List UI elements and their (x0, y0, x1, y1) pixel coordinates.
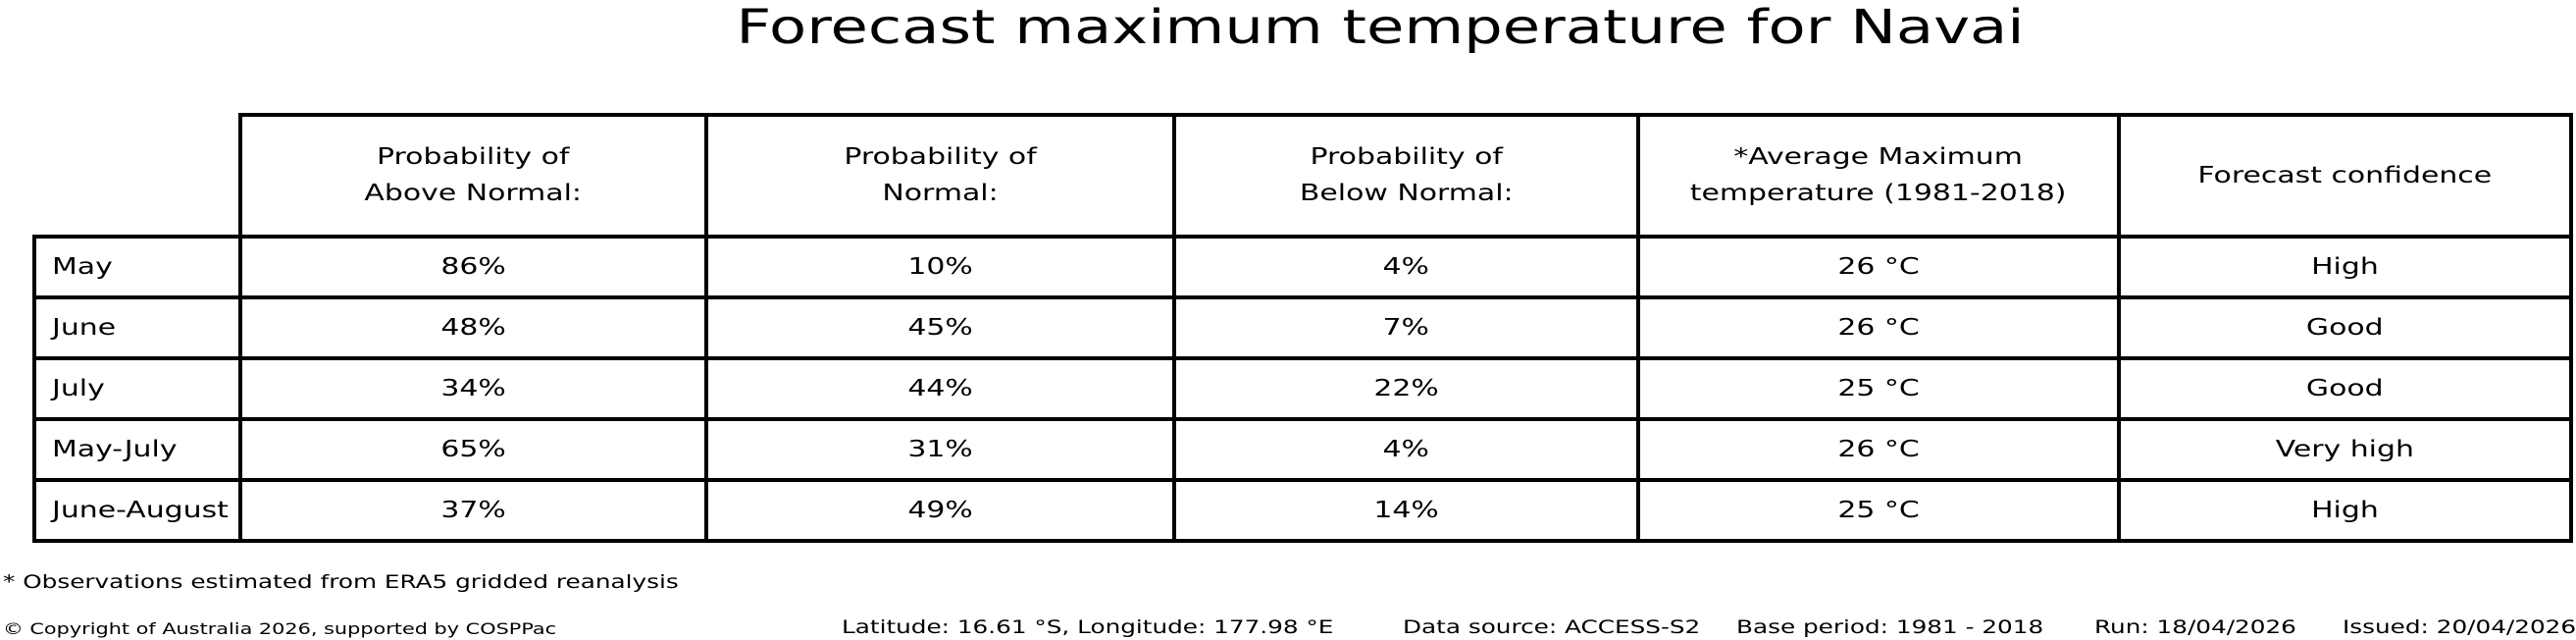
col-header-above-normal: Probability of Above Normal: (238, 113, 708, 239)
location-coordinates: Latitude: 16.61 °S, Longitude: 177.98 °E (842, 616, 1334, 638)
cell-may-july-normal: 31% (704, 417, 1176, 482)
cell-june-below: 7% (1172, 295, 1640, 360)
cell-july-normal: 44% (704, 356, 1176, 421)
table-row-may-july: May-July 65% 31% 4% 26 °C Very high (32, 417, 2573, 482)
cell-june-above: 48% (238, 295, 708, 360)
cell-july-below: 22% (1172, 356, 1640, 421)
figure-title: Forecast maximum temperature for Navai (736, 2, 2024, 53)
cell-june-august-normal: 49% (704, 478, 1176, 543)
table-row-june-august: June-August 37% 49% 14% 25 °C High (32, 478, 2573, 543)
base-period: Base period: 1981 - 2018 (1736, 616, 2044, 638)
cell-july-above: 34% (238, 356, 708, 421)
header-row: Probability of Above Normal: Probability… (34, 113, 2573, 239)
row-label-june: June (32, 295, 242, 360)
table-row-july: July 34% 44% 22% 25 °C Good (32, 356, 2573, 421)
row-label-june-august: June-August (32, 478, 242, 543)
cell-june-august-avg-temp: 25 °C (1636, 478, 2121, 543)
cell-june-normal: 45% (704, 295, 1176, 360)
corner-blank-cell (34, 115, 240, 237)
run-date: Run: 18/04/2026 (2094, 616, 2296, 638)
cell-june-confidence: Good (2117, 295, 2573, 360)
col-header-normal: Probability of Normal: (704, 113, 1176, 239)
row-label-may: May (32, 235, 242, 299)
row-label-july: July (32, 356, 242, 421)
cell-may-july-above: 65% (238, 417, 708, 482)
cell-may-below: 4% (1172, 235, 1640, 299)
copyright-notice: © Copyright of Australia 2026, supported… (3, 619, 557, 638)
cell-may-july-below: 4% (1172, 417, 1640, 482)
cell-june-august-above: 37% (238, 478, 708, 543)
cell-may-avg-temp: 26 °C (1636, 235, 2121, 299)
cell-may-confidence: High (2117, 235, 2573, 299)
col-header-below-normal: Probability of Below Normal: (1172, 113, 1640, 239)
data-source: Data source: ACCESS-S2 (1403, 616, 1701, 638)
cell-july-avg-temp: 25 °C (1636, 356, 2121, 421)
cell-may-normal: 10% (704, 235, 1176, 299)
col-header-average-max-temp: *Average Maximum temperature (1981-2018) (1636, 113, 2121, 239)
col-header-forecast-confidence: Forecast confidence (2117, 113, 2573, 239)
figure-title-text: Forecast maximum temperature for Navai (736, 0, 2025, 55)
cell-june-august-confidence: High (2117, 478, 2573, 543)
cell-may-july-avg-temp: 26 °C (1636, 417, 2121, 482)
cell-june-august-below: 14% (1172, 478, 1640, 543)
forecast-table: Probability of Above Normal: Probability… (32, 113, 2573, 543)
issued-date: Issued: 20/04/2026 (2343, 616, 2576, 638)
row-label-may-july: May-July (32, 417, 242, 482)
cell-june-avg-temp: 26 °C (1636, 295, 2121, 360)
footnote: * Observations estimated from ERA5 gridd… (3, 571, 679, 593)
cell-july-confidence: Good (2117, 356, 2573, 421)
cell-may-july-confidence: Very high (2117, 417, 2573, 482)
table-row-june: June 48% 45% 7% 26 °C Good (32, 295, 2573, 360)
table-row-may: May 86% 10% 4% 26 °C High (32, 235, 2573, 299)
cell-may-above: 86% (238, 235, 708, 299)
